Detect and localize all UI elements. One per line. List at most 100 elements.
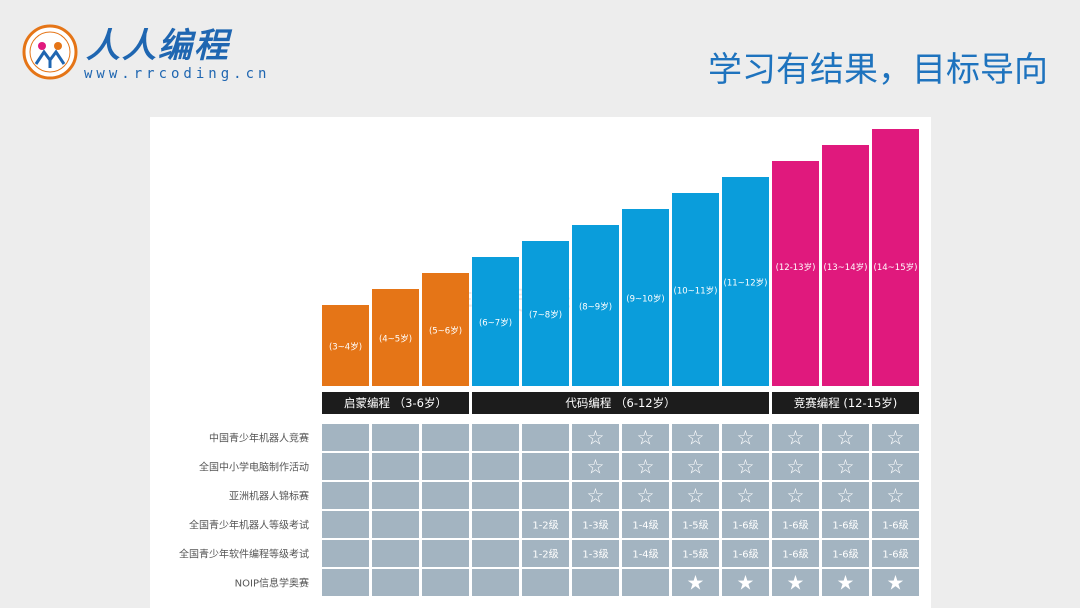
cell-6-5 [522,569,569,596]
cell-value-4-12: 1-6级 [882,520,908,532]
bar-11 [822,145,869,386]
cell-3-5 [522,482,569,509]
cell-1-7 [622,424,669,451]
outline-star-icon: ☆ [887,455,905,479]
progression-chart: 非会员水印(3~4岁)(4~5岁)(5~6岁)(6~7岁)(7~8岁)(8~9岁… [179,129,919,596]
cell-value-4-10: 1-6级 [782,520,808,532]
outline-star-icon: ☆ [637,455,655,479]
cell-3-8 [672,482,719,509]
cell-5-11 [822,540,869,567]
bar-label-11: (13~14岁) [824,262,868,273]
bar-label-8: (10~11岁) [674,286,718,297]
cell-6-9 [722,569,769,596]
outline-star-icon: ☆ [837,426,855,450]
cell-4-3 [422,511,469,538]
cell-1-9 [722,424,769,451]
cell-1-3 [422,424,469,451]
cell-6-8 [672,569,719,596]
cell-4-11 [822,511,869,538]
filled-star-icon: ★ [787,571,805,595]
cell-4-7 [622,511,669,538]
cell-4-9 [722,511,769,538]
bar-4 [472,257,519,386]
bar-5 [522,241,569,386]
cell-1-8 [672,424,719,451]
cell-5-10 [772,540,819,567]
filled-star-icon: ★ [887,571,905,595]
cell-2-9 [722,453,769,480]
cell-5-3 [422,540,469,567]
filled-star-icon: ★ [837,571,855,595]
bar-9 [722,177,769,386]
cell-value-5-8: 1-5级 [682,549,708,561]
outline-star-icon: ☆ [587,455,605,479]
cell-2-11 [822,453,869,480]
cell-value-4-7: 1-4级 [632,520,658,532]
bar-3 [422,273,469,386]
cell-value-5-9: 1-6级 [732,549,758,561]
cell-5-9 [722,540,769,567]
group-label-2: 代码编程 （6-12岁） [565,396,675,410]
cell-1-10 [772,424,819,451]
outline-star-icon: ☆ [687,426,705,450]
cell-3-1 [322,482,369,509]
brand-logo: 人人编程 www.rrcoding.cn [22,24,292,84]
outline-star-icon: ☆ [737,484,755,508]
bar-8 [672,193,719,386]
cell-2-12 [872,453,919,480]
cell-4-5 [522,511,569,538]
cell-4-4 [472,511,519,538]
bar-label-5: (7~8岁) [529,310,562,321]
cell-value-4-5: 1-2级 [532,520,558,532]
cell-2-8 [672,453,719,480]
cell-value-4-9: 1-6级 [732,520,758,532]
cell-3-3 [422,482,469,509]
cell-1-11 [822,424,869,451]
row-label-3: 亚洲机器人锦标赛 [229,490,309,503]
cell-5-5 [522,540,569,567]
cell-value-4-8: 1-5级 [682,520,708,532]
outline-star-icon: ☆ [737,455,755,479]
cell-value-5-10: 1-6级 [782,549,808,561]
cell-value-5-7: 1-4级 [632,549,658,561]
bar-label-1: (3~4岁) [329,342,362,353]
chart-panel: 非会员水印(3~4岁)(4~5岁)(5~6岁)(6~7岁)(7~8岁)(8~9岁… [150,117,931,608]
cell-1-12 [872,424,919,451]
outline-star-icon: ☆ [637,484,655,508]
group-label-1: 启蒙编程 （3-6岁） [344,396,447,410]
cell-value-5-12: 1-6级 [882,549,908,561]
cell-2-3 [422,453,469,480]
cell-3-10 [772,482,819,509]
cell-4-12 [872,511,919,538]
outline-star-icon: ☆ [687,484,705,508]
logo-url: www.rrcoding.cn [84,66,271,82]
cell-1-1 [322,424,369,451]
outline-star-icon: ☆ [837,455,855,479]
row-label-4: 全国青少年机器人等级考试 [189,519,309,532]
cell-4-6 [572,511,619,538]
cell-1-2 [372,424,419,451]
cell-3-6 [572,482,619,509]
cell-6-10 [772,569,819,596]
bar-6 [572,225,619,386]
cell-3-2 [372,482,419,509]
outline-star-icon: ☆ [637,426,655,450]
cell-5-2 [372,540,419,567]
outline-star-icon: ☆ [887,484,905,508]
cell-6-4 [472,569,519,596]
cell-1-6 [572,424,619,451]
outline-star-icon: ☆ [737,426,755,450]
group-band-3 [772,392,919,414]
cell-2-2 [372,453,419,480]
cell-5-1 [322,540,369,567]
bar-7 [622,209,669,386]
cell-5-8 [672,540,719,567]
bar-label-6: (8~9岁) [579,302,612,313]
cell-3-11 [822,482,869,509]
cell-4-1 [322,511,369,538]
outline-star-icon: ☆ [587,484,605,508]
outline-star-icon: ☆ [787,426,805,450]
cell-5-7 [622,540,669,567]
cell-4-10 [772,511,819,538]
cell-2-7 [622,453,669,480]
